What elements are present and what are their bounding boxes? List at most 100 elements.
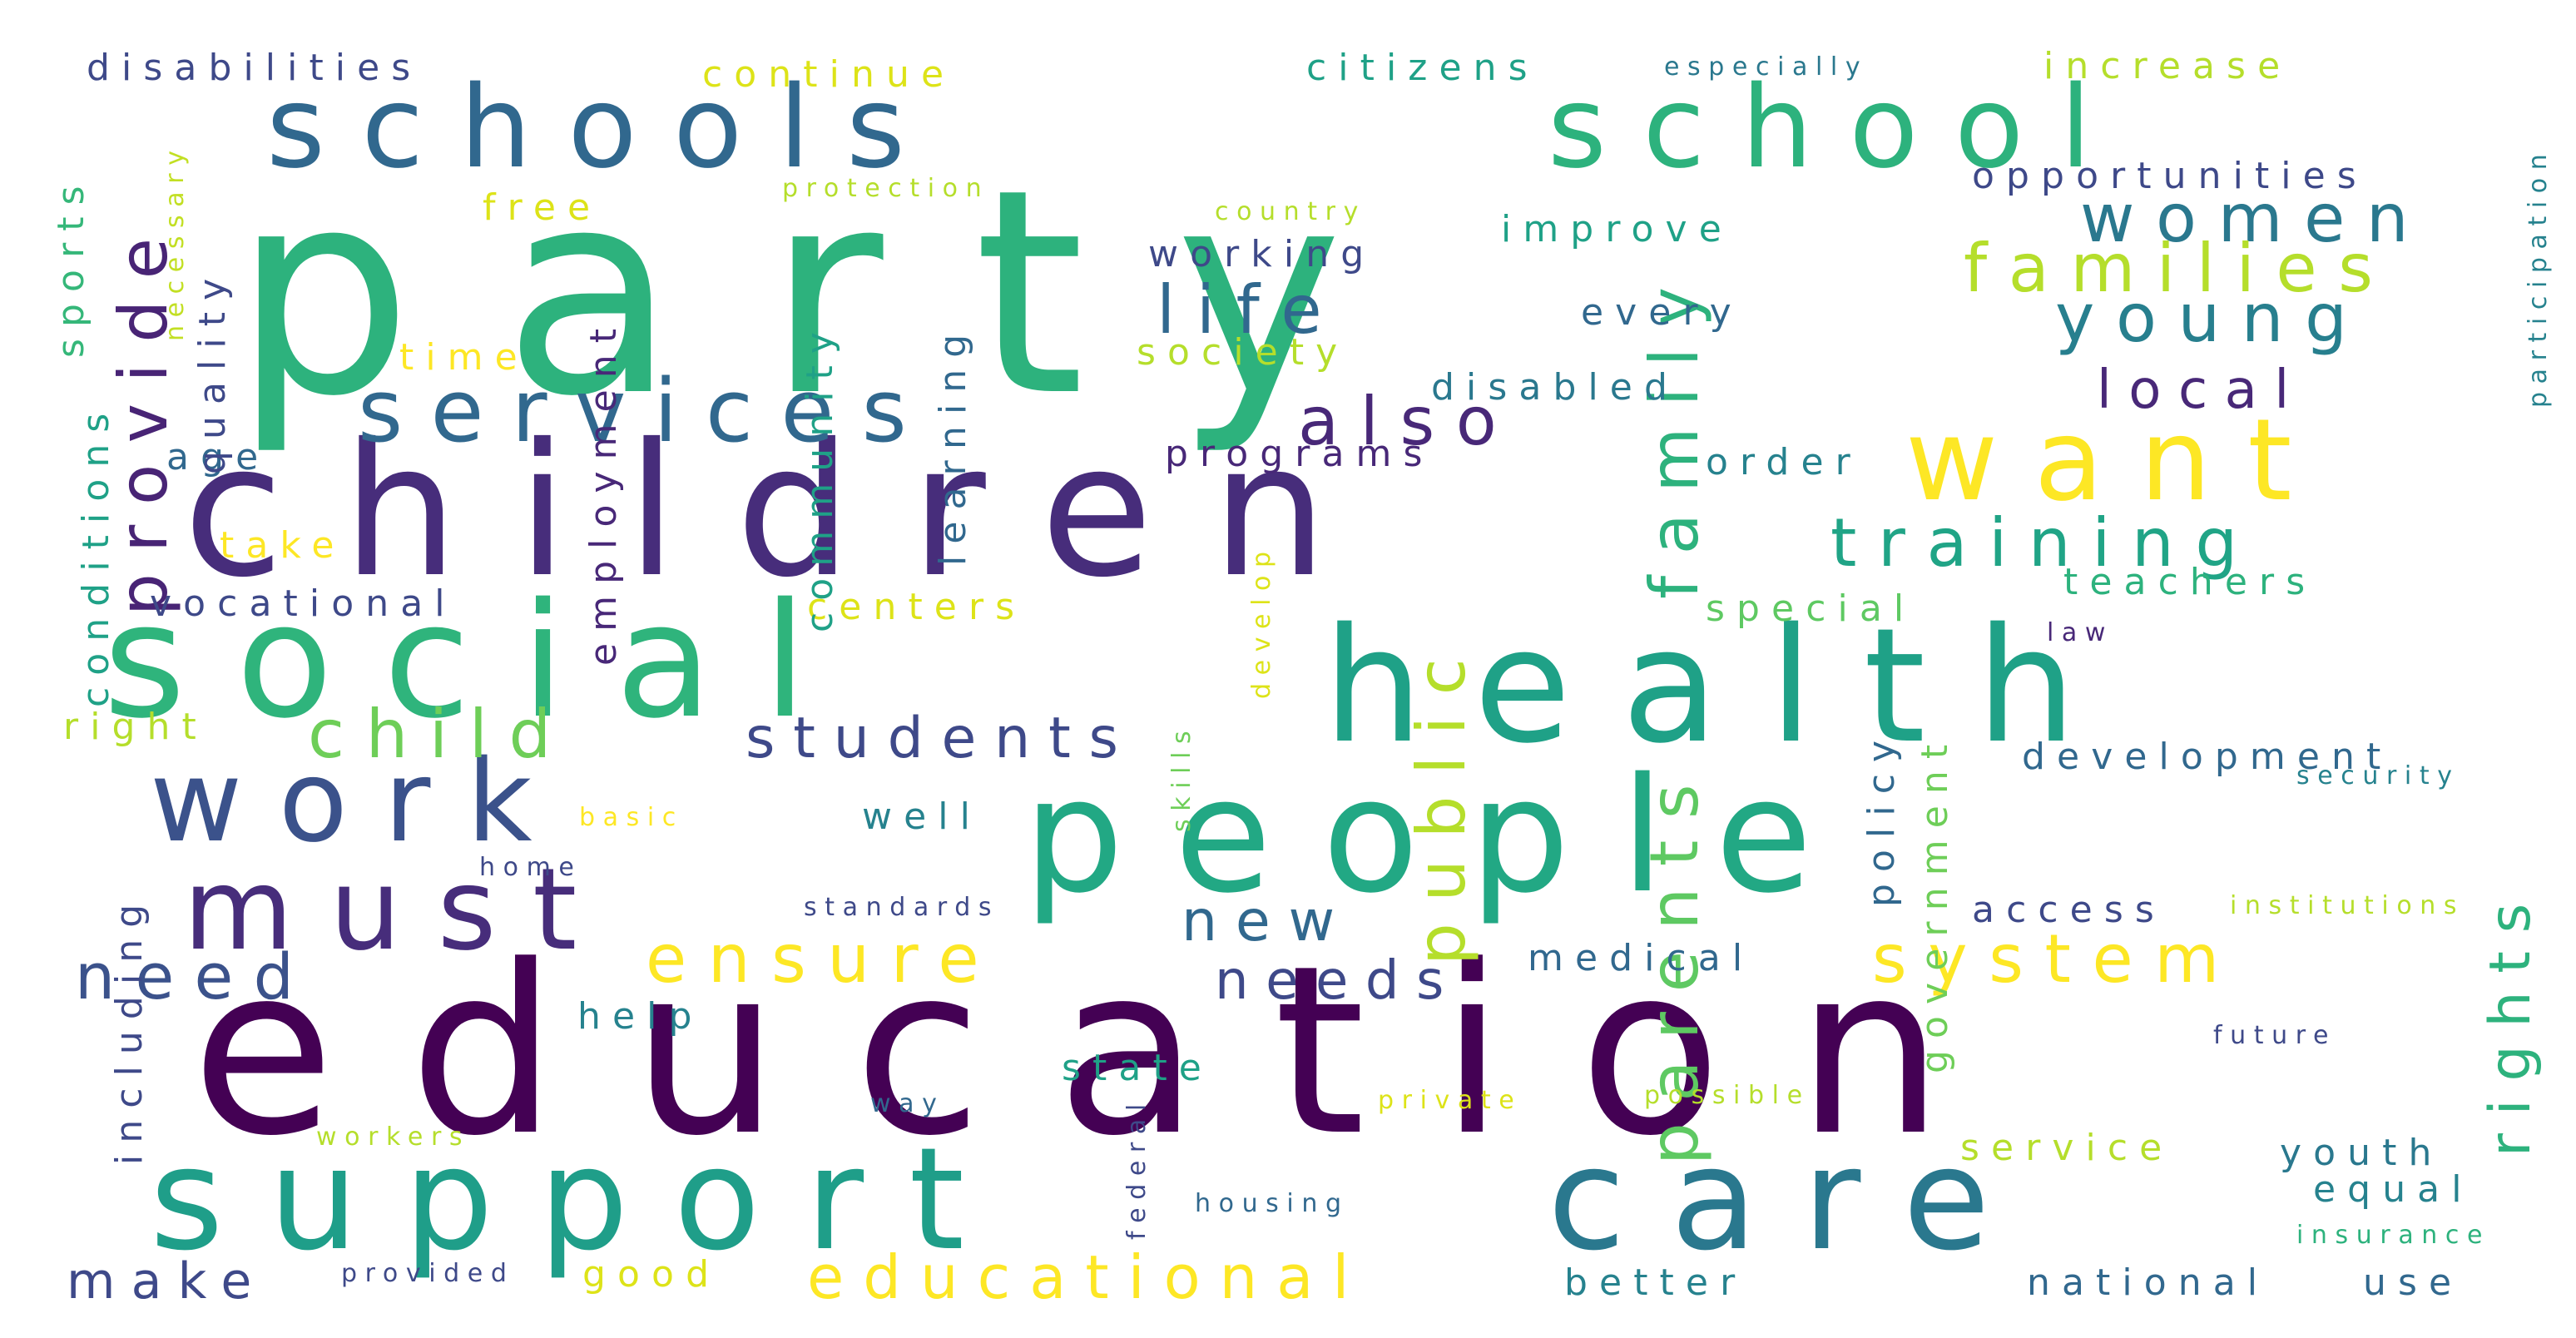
word-work: work xyxy=(150,736,568,868)
word-special: special xyxy=(1706,587,1915,630)
word-people: people xyxy=(1023,744,1863,928)
word-youth: youth xyxy=(2280,1132,2443,1174)
word-equal: equal xyxy=(2313,1168,2474,1211)
word-order: order xyxy=(1706,441,1862,483)
word-life: life xyxy=(1157,271,1343,349)
word-institutions: institutions xyxy=(2230,891,2465,920)
word-workers: workers xyxy=(316,1122,470,1152)
word-including: including xyxy=(108,893,151,1165)
word-educational: educational xyxy=(807,1242,1368,1312)
word-support: support xyxy=(150,1117,1010,1282)
word-disabled: disabled xyxy=(1431,366,1679,409)
word-standards: standards xyxy=(804,893,999,922)
word-health: health xyxy=(1323,594,2127,778)
word-good: good xyxy=(582,1253,721,1296)
word-programs: programs xyxy=(1165,433,1434,475)
word-help: help xyxy=(577,995,704,1038)
word-social: social xyxy=(103,569,858,753)
word-schools: schools xyxy=(266,62,941,194)
word-time: time xyxy=(399,336,529,379)
word-vocational: vocational xyxy=(150,582,457,625)
word-especially: especially xyxy=(1664,52,1868,82)
word-need: need xyxy=(75,939,314,1013)
word-children: children xyxy=(183,404,1386,617)
word-home: home xyxy=(479,853,582,882)
word-government: government xyxy=(1914,733,1956,1073)
word-services: services xyxy=(358,360,934,462)
word-students: students xyxy=(746,706,1137,771)
word-national: national xyxy=(2027,1261,2269,1304)
word-provided: provided xyxy=(341,1259,515,1288)
word-every: every xyxy=(1581,291,1743,334)
word-quality: quality xyxy=(191,267,234,474)
word-law: law xyxy=(2047,618,2113,647)
word-working: working xyxy=(1148,233,1375,275)
word-private: private xyxy=(1378,1086,1522,1115)
word-new: new xyxy=(1181,889,1353,954)
word-way: way xyxy=(870,1089,944,1118)
word-disabilities: disabilities xyxy=(87,47,422,89)
word-access: access xyxy=(1972,889,2166,931)
word-development: development xyxy=(2022,736,2392,778)
word-school: school xyxy=(1548,62,2128,194)
word-provide: provide xyxy=(105,216,182,616)
word-make: make xyxy=(67,1252,268,1311)
word-conditions: conditions xyxy=(75,402,117,707)
word-protection: protection xyxy=(782,174,989,203)
word-sports: sports xyxy=(50,174,92,358)
word-necessary: necessary xyxy=(161,142,190,341)
word-medical: medical xyxy=(1528,937,1754,979)
word-parents: parents xyxy=(1636,763,1713,1165)
word-employment: employment xyxy=(582,317,625,666)
word-opportunities: opportunities xyxy=(1972,155,2368,197)
word-free: free xyxy=(483,186,602,229)
word-security: security xyxy=(2296,761,2460,790)
word-local: local xyxy=(2097,359,2306,421)
word-teachers: teachers xyxy=(2063,561,2316,603)
word-child: child xyxy=(308,696,572,773)
word-education: education xyxy=(191,916,2019,1187)
word-society: society xyxy=(1137,331,1349,374)
word-country: country xyxy=(1215,197,1366,226)
word-continue: continue xyxy=(702,53,955,96)
word-age: age xyxy=(166,436,270,478)
word-families: families xyxy=(1964,230,2395,307)
word-care: care xyxy=(1548,1117,2035,1282)
word-right: right xyxy=(63,706,208,748)
word-family: family xyxy=(1636,265,1713,599)
word-system: system xyxy=(1872,920,2241,998)
word-rights: rights xyxy=(2478,885,2544,1157)
word-party: party xyxy=(233,129,1433,458)
word-learning: learning xyxy=(932,323,974,566)
word-improve: improve xyxy=(1501,208,1733,250)
word-future: future xyxy=(2213,1021,2336,1050)
word-citizens: citizens xyxy=(1306,47,1539,89)
word-federal: federal xyxy=(1122,1096,1152,1240)
word-want: want xyxy=(1905,395,2328,527)
word-use: use xyxy=(2363,1261,2463,1304)
word-also: also xyxy=(1298,383,1518,460)
word-insurance: insurance xyxy=(2296,1221,2490,1250)
word-state: state xyxy=(1062,1047,1213,1089)
word-public: public xyxy=(1403,637,1480,965)
word-participation: participation xyxy=(2524,146,2553,408)
word-must: must xyxy=(183,845,613,976)
word-ensure: ensure xyxy=(646,920,1000,998)
word-centers: centers xyxy=(807,586,1026,628)
word-increase: increase xyxy=(2043,45,2291,87)
word-basic: basic xyxy=(579,803,684,832)
word-needs: needs xyxy=(1215,950,1461,1012)
word-develop: develop xyxy=(1247,543,1276,699)
word-service: service xyxy=(1960,1127,2173,1169)
word-well: well xyxy=(862,795,982,838)
word-community: community xyxy=(799,320,841,632)
word-housing: housing xyxy=(1195,1189,1350,1218)
word-possible: possible xyxy=(1644,1081,1811,1110)
word-young: young xyxy=(2055,280,2368,357)
word-training: training xyxy=(1830,504,2259,582)
word-policy: policy xyxy=(1860,729,1903,907)
word-take: take xyxy=(220,524,346,567)
word-skills: skills xyxy=(1167,723,1196,832)
word-women: women xyxy=(2080,180,2430,257)
